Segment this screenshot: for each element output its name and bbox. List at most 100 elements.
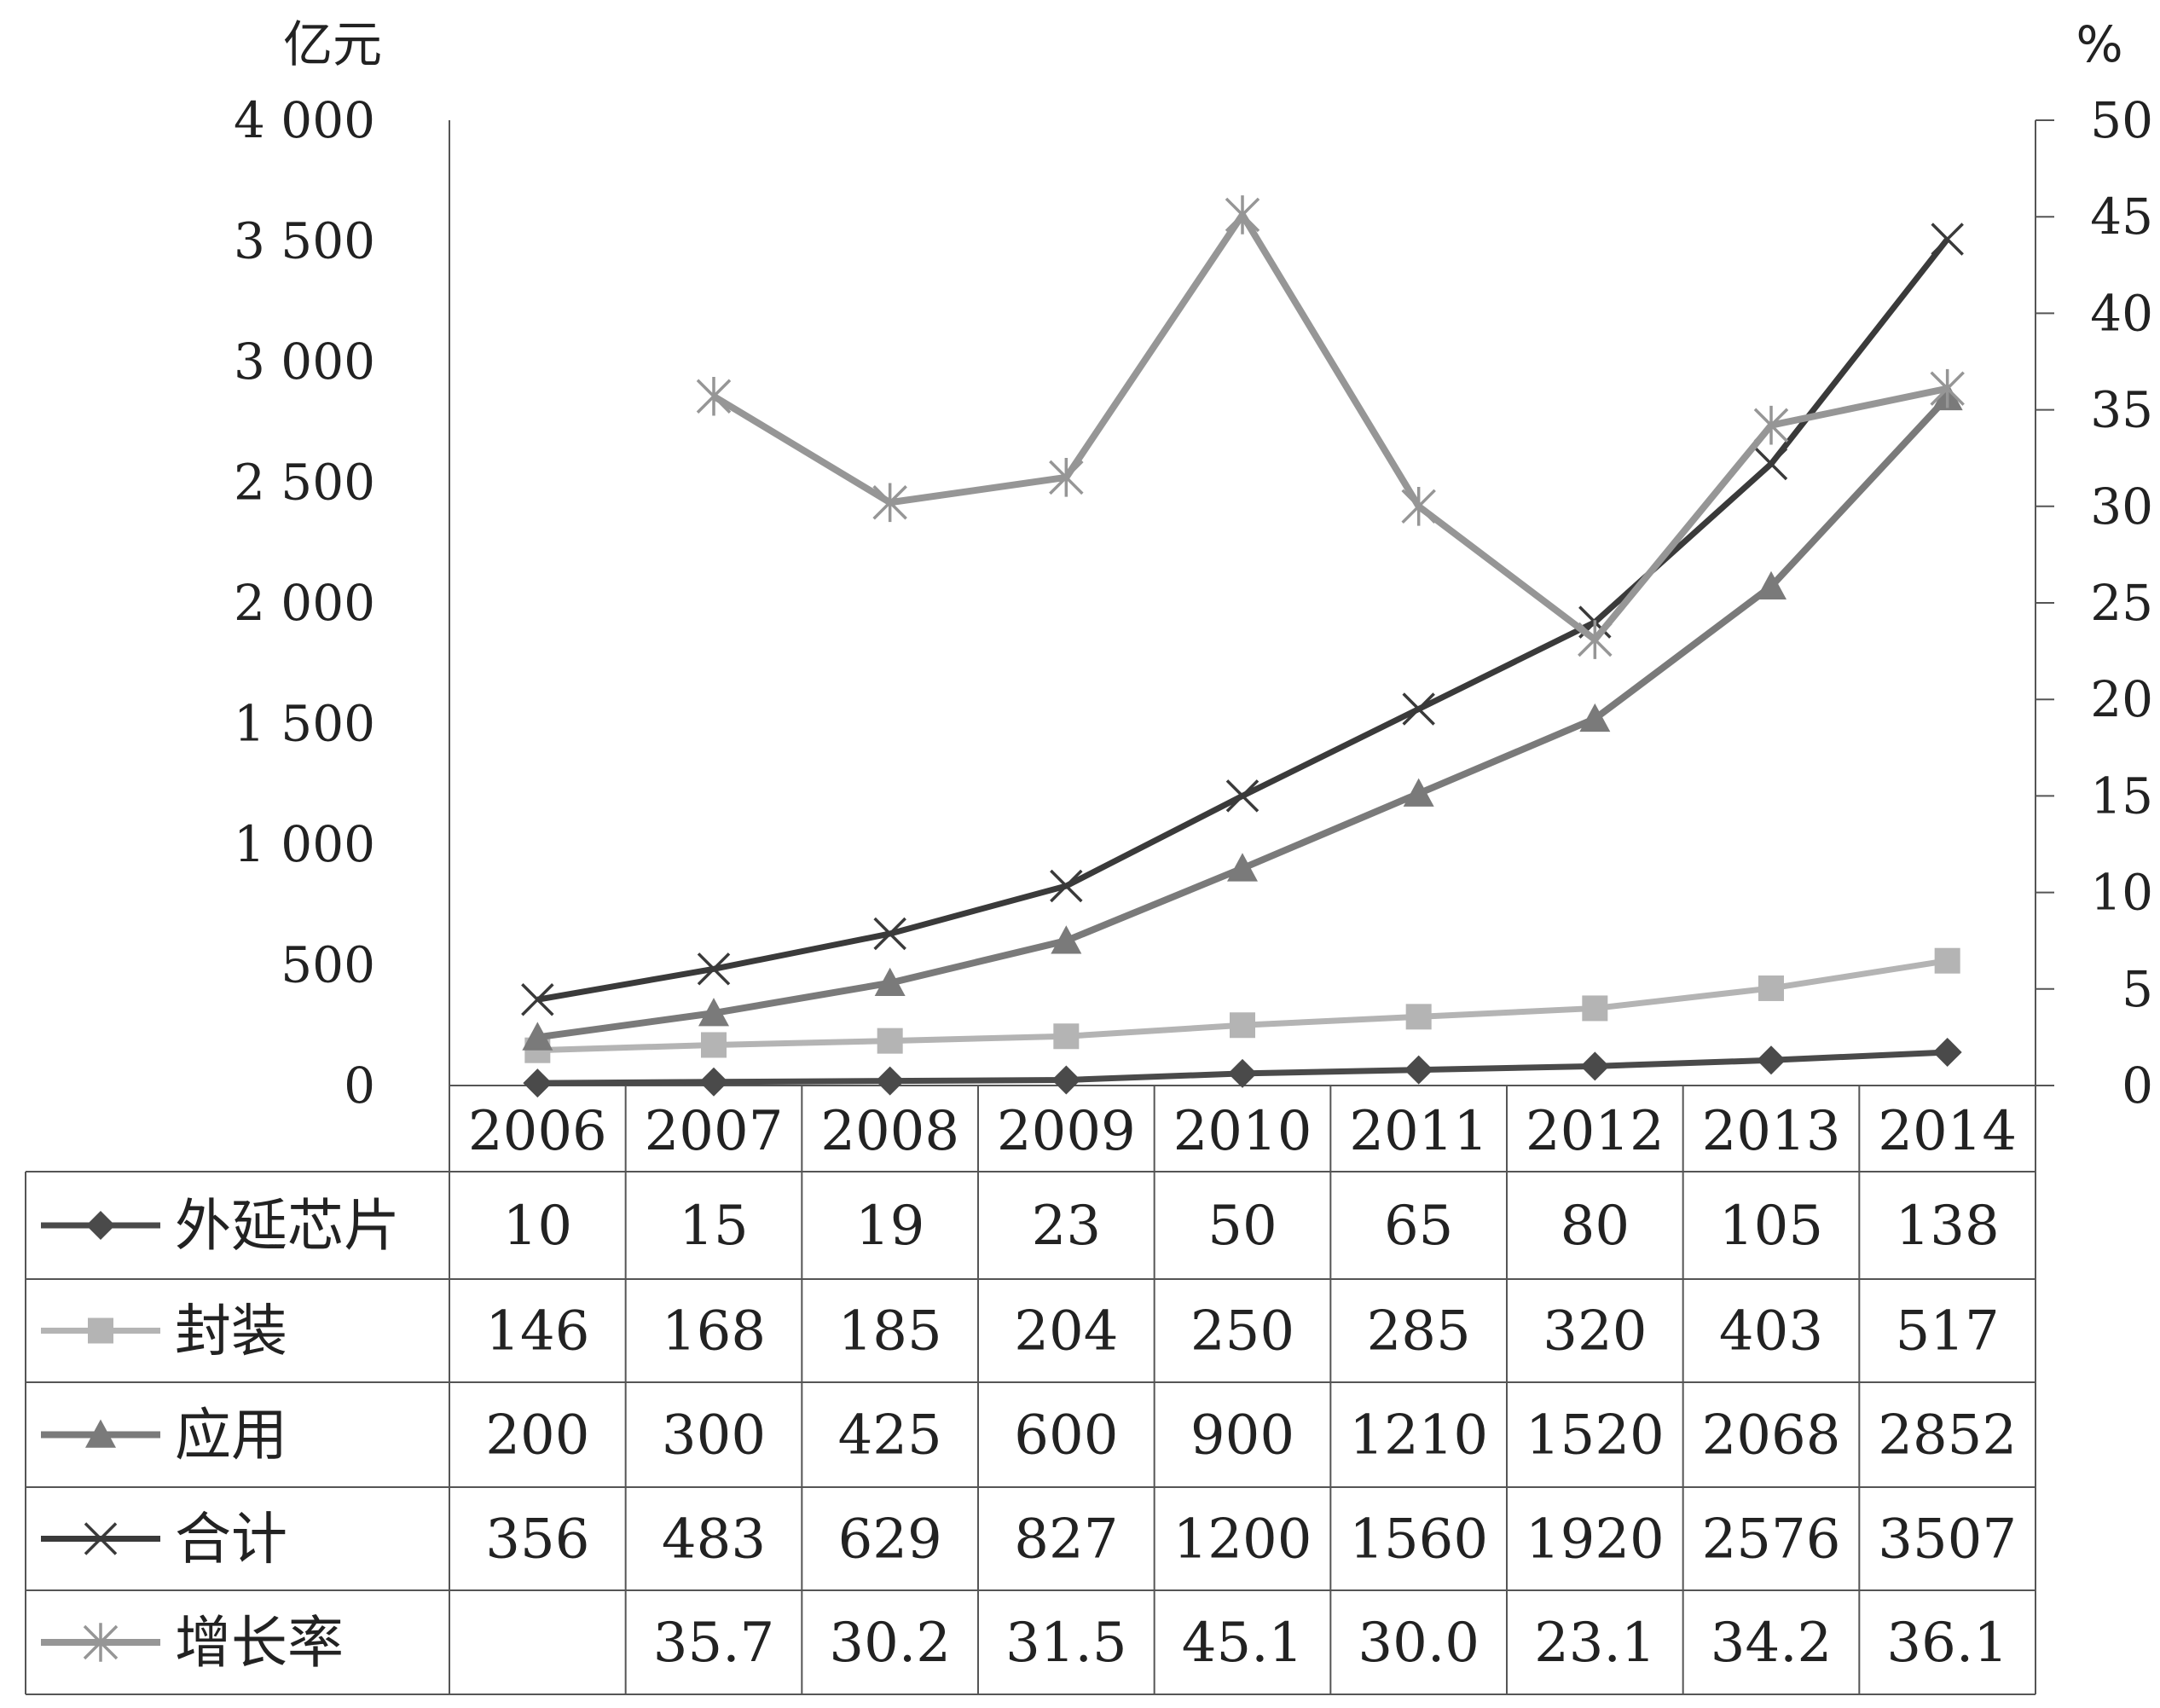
data-point bbox=[1403, 778, 1434, 807]
legend-marker bbox=[85, 1419, 116, 1448]
data-point bbox=[1050, 869, 1083, 903]
legend-marker bbox=[83, 1623, 119, 1662]
data-point bbox=[1230, 1012, 1255, 1039]
data-point bbox=[1930, 368, 1965, 408]
data-point bbox=[1757, 1045, 1786, 1075]
data-point bbox=[1932, 1037, 1962, 1067]
left-tick-label: 3 500 bbox=[234, 212, 375, 270]
year-label: 2011 bbox=[1349, 1100, 1488, 1163]
data-point bbox=[1225, 779, 1260, 813]
table-cell: 517 bbox=[1896, 1300, 2000, 1364]
data-point bbox=[1931, 223, 1964, 256]
table-row: 封装 146 168 185 204 250 285 320 403 517 bbox=[41, 1299, 2000, 1364]
series-line bbox=[536, 237, 1950, 1003]
table-cell: 483 bbox=[662, 1508, 766, 1572]
right-axis-unit: % bbox=[2076, 15, 2122, 73]
table-cell: 30.2 bbox=[829, 1612, 951, 1675]
legend-label: 合计 bbox=[175, 1507, 287, 1572]
table-cell: 1560 bbox=[1349, 1508, 1488, 1572]
axes bbox=[449, 120, 2036, 1694]
data-point bbox=[1758, 975, 1784, 1001]
table-row: 外延芯片 10 15 19 23 50 65 80 105 138 bbox=[41, 1193, 2000, 1259]
data-point bbox=[1228, 1058, 1257, 1088]
right-tick-label: 45 bbox=[2090, 188, 2153, 246]
year-label: 2006 bbox=[468, 1100, 607, 1163]
data-point bbox=[1753, 405, 1789, 445]
series-line bbox=[711, 211, 1949, 644]
data-point bbox=[1578, 620, 1613, 659]
left-axis-ticks: 0 500 1 000 1 500 2 000 2 500 3 000 3 500 4 000 bbox=[234, 91, 375, 1115]
table-cell: 2852 bbox=[1878, 1404, 2017, 1468]
right-tick-label: 5 bbox=[2122, 960, 2153, 1018]
legend-label: 封装 bbox=[175, 1299, 287, 1364]
left-tick-label: 1 500 bbox=[234, 695, 375, 753]
data-point bbox=[1756, 570, 1786, 600]
data-point bbox=[1049, 458, 1084, 497]
data-point bbox=[877, 1028, 903, 1054]
table-cell: 30.0 bbox=[1358, 1612, 1480, 1675]
data-point bbox=[1405, 1004, 1432, 1030]
table-cell: 2576 bbox=[1702, 1508, 1841, 1572]
data-point bbox=[1402, 692, 1435, 726]
right-tick-label: 40 bbox=[2090, 284, 2153, 342]
table-cell: 50 bbox=[1207, 1195, 1277, 1258]
series-2 bbox=[524, 947, 1960, 1063]
table-cell: 80 bbox=[1561, 1195, 1630, 1258]
data-point bbox=[701, 1032, 727, 1058]
plot-series bbox=[521, 195, 1965, 1098]
left-tick-label: 4 000 bbox=[234, 91, 375, 149]
table-cell: 403 bbox=[1719, 1300, 1823, 1364]
table-cell: 827 bbox=[1014, 1508, 1118, 1572]
series-1 bbox=[523, 1037, 1962, 1098]
legend-label: 应用 bbox=[175, 1403, 287, 1468]
year-label: 2007 bbox=[645, 1100, 784, 1163]
table-cell: 35.7 bbox=[653, 1612, 775, 1675]
table-cell: 10 bbox=[503, 1195, 572, 1258]
table-cell: 185 bbox=[838, 1300, 942, 1364]
data-point bbox=[1404, 1055, 1433, 1085]
data-table: 外延芯片 10 15 19 23 50 65 80 105 138 封装 146 168 185 204 25… bbox=[41, 1193, 2017, 1676]
series-5 bbox=[696, 195, 1965, 659]
table-row: 应用 200 300 425 600 900 1210 1520 2068 2852 bbox=[41, 1403, 2017, 1468]
table-cell: 204 bbox=[1014, 1300, 1118, 1364]
table-cell: 200 bbox=[485, 1404, 589, 1468]
data-point bbox=[699, 1067, 728, 1097]
table-cell: 146 bbox=[485, 1300, 589, 1364]
year-label: 2010 bbox=[1173, 1100, 1312, 1163]
data-point bbox=[1401, 487, 1436, 526]
year-label: 2013 bbox=[1702, 1100, 1841, 1163]
table-cell: 285 bbox=[1367, 1300, 1471, 1364]
left-tick-label: 0 bbox=[344, 1057, 375, 1115]
table-cell: 23.1 bbox=[1534, 1612, 1656, 1675]
data-point bbox=[522, 1022, 553, 1051]
data-point bbox=[872, 483, 907, 523]
data-point bbox=[875, 1066, 905, 1096]
right-tick-label: 20 bbox=[2090, 670, 2153, 728]
data-point bbox=[1754, 447, 1788, 481]
right-tick-label: 25 bbox=[2090, 574, 2153, 632]
table-cell: 36.1 bbox=[1886, 1612, 2008, 1675]
legend-marker bbox=[88, 1317, 113, 1344]
left-tick-label: 2 000 bbox=[234, 574, 375, 632]
right-tick-label: 10 bbox=[2090, 864, 2153, 922]
year-label: 2014 bbox=[1878, 1100, 2017, 1163]
table-cell: 300 bbox=[662, 1404, 766, 1468]
table-cell: 105 bbox=[1719, 1195, 1823, 1258]
table-cell: 19 bbox=[855, 1195, 924, 1258]
table-cell: 23 bbox=[1032, 1195, 1101, 1258]
table-cell: 31.5 bbox=[1005, 1612, 1127, 1675]
data-point bbox=[1051, 925, 1082, 954]
right-tick-label: 30 bbox=[2090, 478, 2153, 536]
data-point bbox=[697, 952, 731, 986]
table-cell: 600 bbox=[1014, 1404, 1118, 1468]
right-tick-label: 0 bbox=[2122, 1057, 2153, 1115]
table-cell: 65 bbox=[1384, 1195, 1453, 1258]
table-cell: 356 bbox=[485, 1508, 589, 1572]
right-tick-label: 15 bbox=[2090, 767, 2153, 825]
year-label: 2012 bbox=[1526, 1100, 1665, 1163]
legend-marker bbox=[86, 1211, 115, 1240]
year-label: 2008 bbox=[820, 1100, 959, 1163]
data-point bbox=[1934, 947, 1960, 974]
table-cell: 138 bbox=[1896, 1195, 2000, 1258]
